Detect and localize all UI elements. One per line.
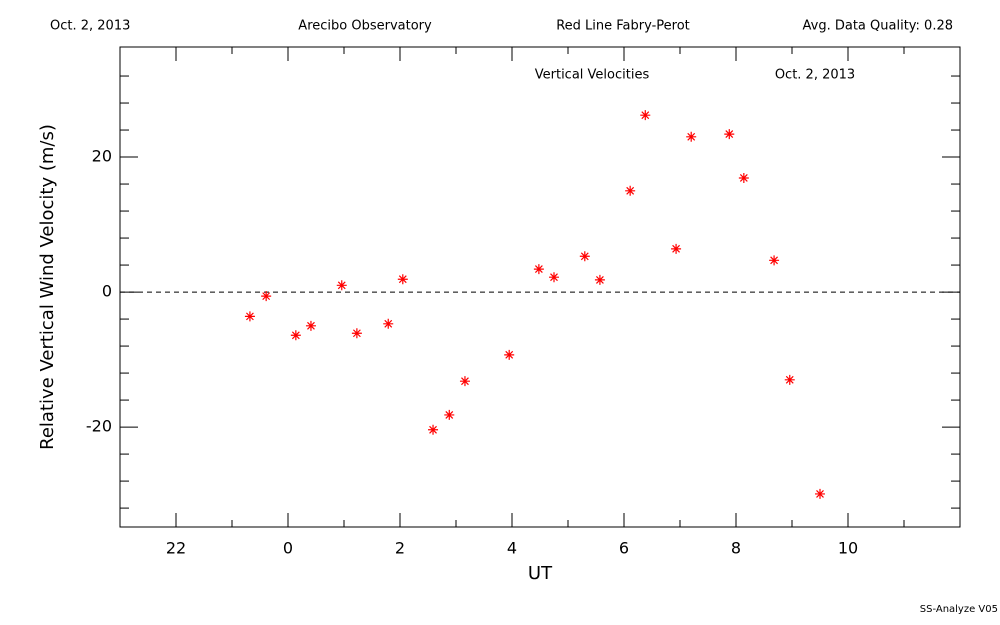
point [769, 255, 780, 266]
x-tick-label: 22 [166, 539, 186, 558]
point [459, 376, 470, 387]
x-tick-label: 8 [731, 539, 741, 558]
header-instrument: Red Line Fabry-Perot [556, 19, 690, 34]
point [724, 129, 735, 140]
point [397, 274, 408, 285]
header-quality: Avg. Data Quality: 0.28 [803, 19, 953, 34]
x-axis-label: UT [528, 563, 553, 584]
x-tick-label: 2 [395, 539, 405, 558]
header-site: Arecibo Observatory [298, 19, 432, 34]
x-tick-label: 6 [619, 539, 629, 558]
point [383, 318, 394, 329]
point [640, 110, 651, 121]
x-tick-label: 0 [283, 539, 293, 558]
chart-subtitle: Oct. 2, 2013 [775, 68, 855, 83]
point [351, 328, 362, 339]
point [336, 280, 347, 291]
point [504, 349, 515, 360]
point [290, 330, 301, 341]
x-tick-label: 10 [838, 539, 858, 558]
point [305, 320, 316, 331]
point [244, 311, 255, 322]
plot-frame [119, 46, 961, 528]
point [815, 488, 825, 499]
point [261, 291, 272, 302]
point [738, 172, 749, 183]
point [549, 272, 559, 283]
point [533, 264, 544, 275]
header-date: Oct. 2, 2013 [50, 19, 130, 34]
point [686, 131, 697, 142]
chart-title: Vertical Velocities [535, 68, 650, 83]
point [594, 274, 605, 285]
y-tick-label: -20 [86, 417, 112, 436]
point [444, 409, 455, 420]
y-tick-label: 20 [92, 147, 112, 166]
footer: SS-Analyze V05 [920, 604, 998, 615]
y-axis-label: Relative Vertical Wind Velocity (m/s) [37, 124, 58, 450]
y-tick-label: 0 [102, 282, 112, 301]
point [428, 424, 439, 435]
point [784, 374, 795, 385]
x-tick-label: 4 [507, 539, 517, 558]
point [625, 185, 636, 196]
point [671, 243, 682, 254]
point [579, 251, 590, 262]
